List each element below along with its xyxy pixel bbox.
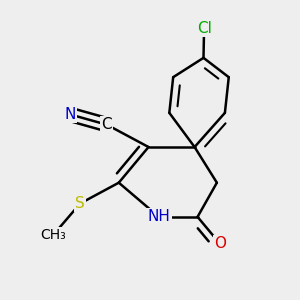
Text: NH: NH bbox=[148, 209, 170, 224]
Text: CH₃: CH₃ bbox=[40, 228, 66, 242]
Text: O: O bbox=[214, 236, 226, 251]
Text: S: S bbox=[75, 196, 85, 211]
Text: Cl: Cl bbox=[197, 21, 212, 36]
Text: N: N bbox=[64, 107, 75, 122]
Text: C: C bbox=[102, 117, 112, 132]
